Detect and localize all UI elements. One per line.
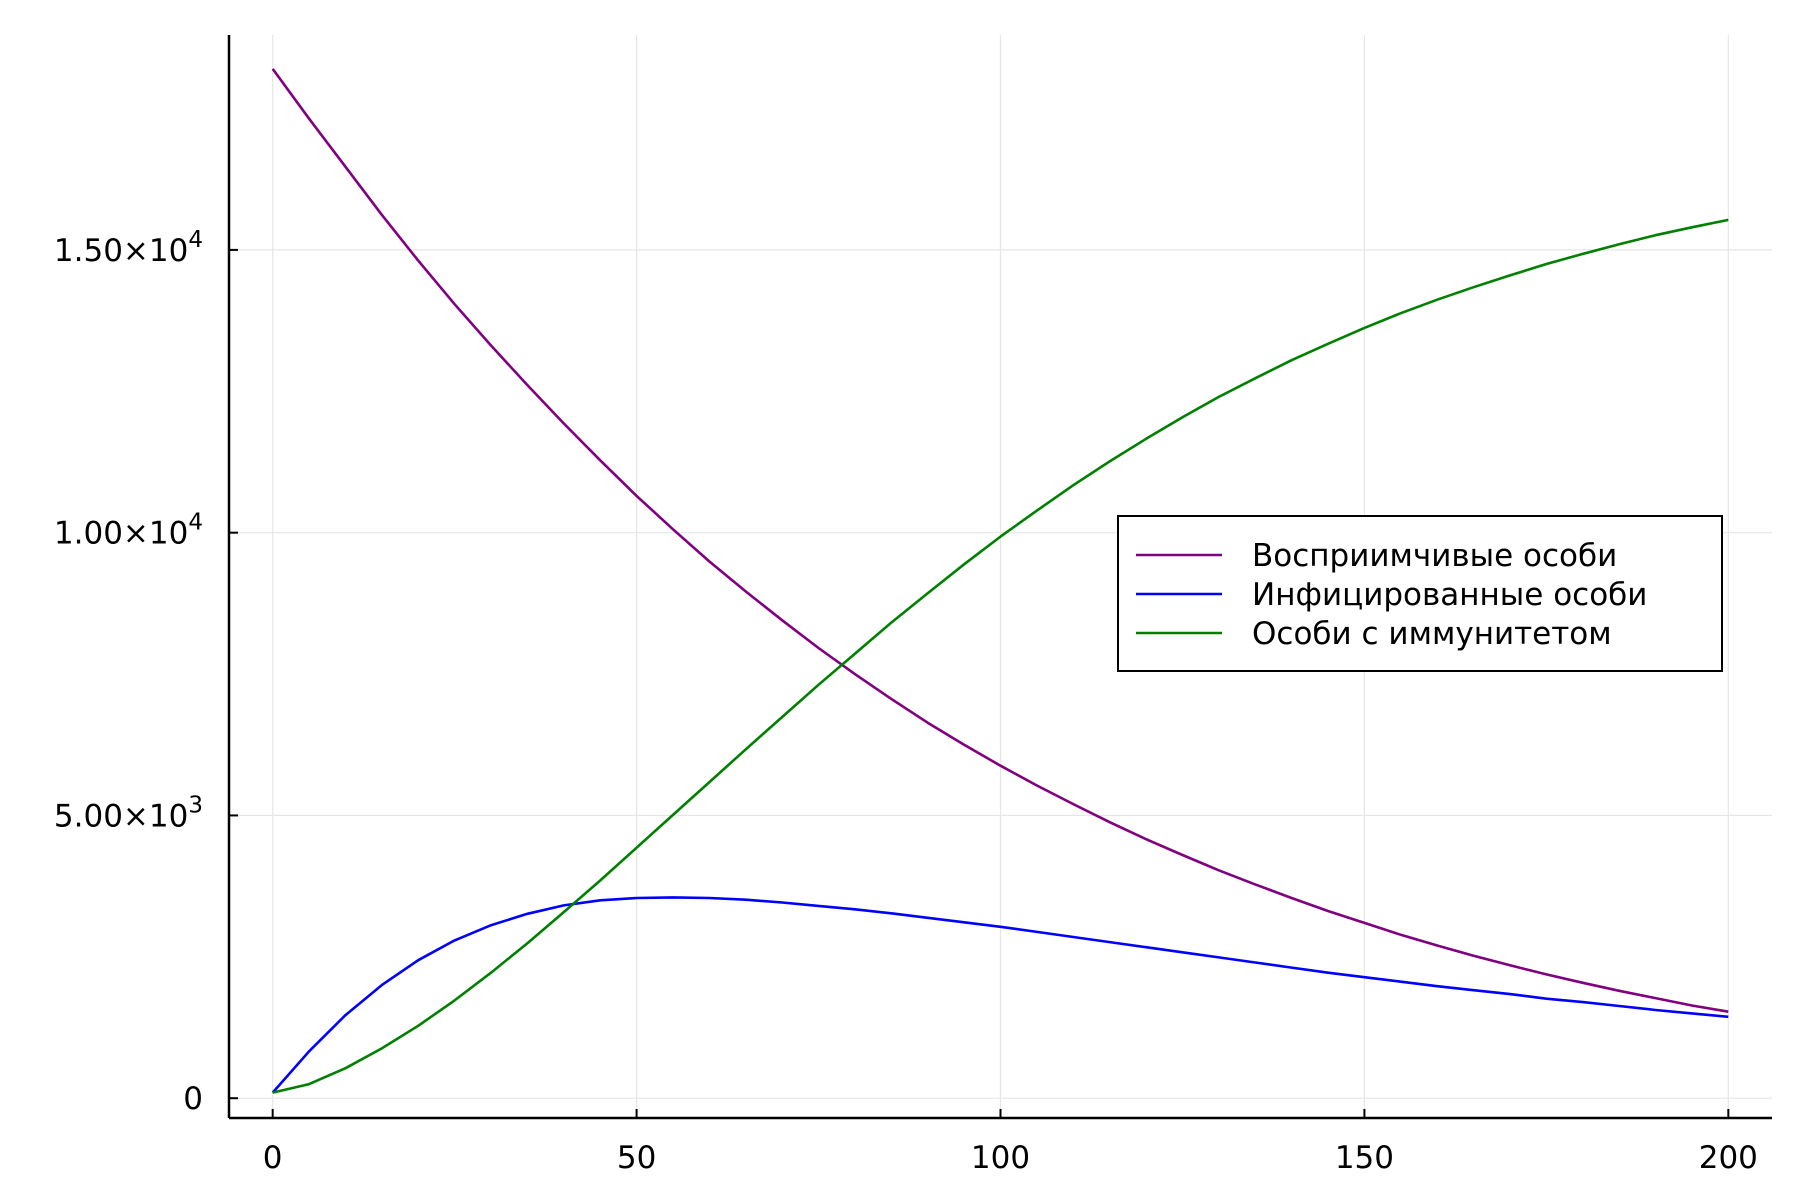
x-tick-label: 0 — [263, 1140, 283, 1176]
x-axis-ticks: 0 50 100 150 200 — [263, 1109, 1758, 1176]
x-tick-label: 200 — [1699, 1140, 1758, 1176]
series-line — [271, 68, 1729, 1013]
y-tick-exponent: 3 — [188, 792, 203, 818]
y-tick-label: 0 — [183, 1081, 203, 1117]
grid-lines — [229, 35, 1772, 1118]
series-lines — [271, 68, 1729, 1094]
x-tick-label: 100 — [971, 1140, 1030, 1176]
y-tick-exponent: 4 — [188, 510, 203, 536]
y-axis-ticks: 0 5.00×103 1.00×104 1.50×104 — [54, 227, 238, 1117]
legend-label: Восприимчивые особи — [1252, 538, 1617, 574]
series-line — [272, 218, 1729, 1094]
series-line — [271, 896, 1729, 1094]
y-tick-label: 5.00×103 — [54, 792, 203, 834]
legend-label: Особи с иммунитетом — [1252, 616, 1612, 652]
y-tick-exponent: 4 — [188, 227, 203, 253]
x-tick-label: 50 — [617, 1140, 656, 1176]
x-tick-label: 150 — [1335, 1140, 1394, 1176]
y-tick-label: 1.00×104 — [54, 510, 203, 552]
legend-label: Инфицированные особи — [1252, 577, 1647, 613]
y-tick-label: 1.50×104 — [54, 227, 203, 269]
